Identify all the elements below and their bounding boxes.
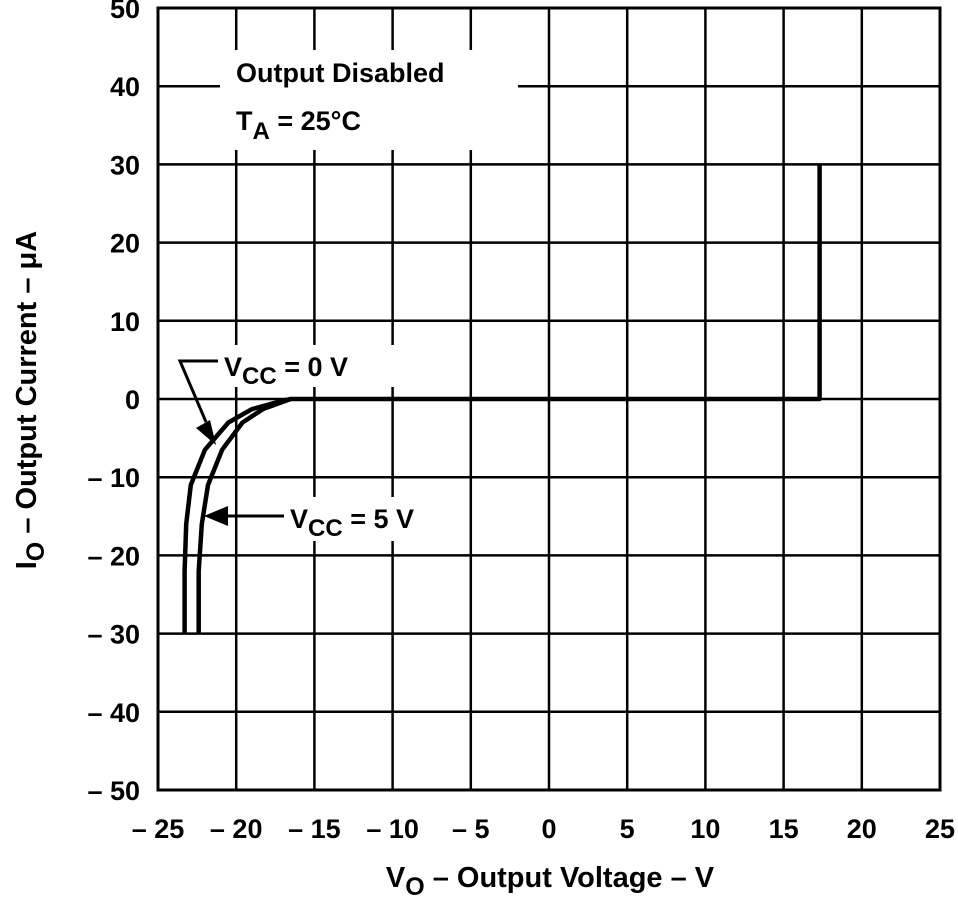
vcc5-label-background (284, 497, 456, 541)
annotation-background (220, 50, 518, 150)
series-layer (182, 164, 822, 634)
y-tick-label: 20 (110, 229, 140, 259)
series-vcc-5v (196, 396, 292, 634)
x-tick-label: 10 (690, 814, 720, 844)
y-tick-label: – 40 (87, 698, 140, 728)
annotation-temperature: TA = 25°C (236, 106, 361, 145)
annotation-output-disabled: Output Disabled (236, 58, 445, 88)
y-tick-label: – 10 (87, 463, 140, 493)
y-tick-label: 10 (110, 307, 140, 337)
x-tick-label: 5 (620, 814, 635, 844)
y-tick-label: 0 (125, 385, 140, 415)
x-tick-labels: – 25 – 20 – 15 – 10 – 5 0 5 10 15 20 25 (132, 814, 955, 844)
y-axis-title: IO – Output Current – μA (11, 231, 50, 570)
y-tick-label: 30 (110, 150, 140, 180)
x-axis-title: VO – Output Voltage – V (386, 862, 715, 897)
x-tick-label: – 20 (210, 814, 263, 844)
x-tick-label: – 5 (452, 814, 490, 844)
x-tick-label: 0 (541, 814, 556, 844)
x-tick-label: 20 (847, 814, 877, 844)
series-vcc-0v (182, 164, 822, 634)
y-tick-label: 50 (110, 0, 140, 24)
vcc0-label-background (218, 345, 394, 387)
y-tick-label: – 20 (87, 541, 140, 571)
x-tick-label: – 15 (288, 814, 341, 844)
y-tick-label: – 30 (87, 620, 140, 650)
vcc0-leader-line (177, 359, 218, 423)
y-tick-label: 40 (110, 72, 140, 102)
vcc5-label: VCC = 5 V (290, 504, 414, 542)
vcc0-arrowhead (196, 420, 216, 445)
y-tick-label: – 50 (87, 776, 140, 806)
y-tick-labels: – 50 – 40 – 30 – 20 – 10 0 10 20 30 40 50 (87, 0, 140, 806)
grid (156, 6, 942, 792)
vcc5-arrowhead (204, 506, 228, 526)
x-tick-label: 15 (769, 814, 799, 844)
x-tick-label: 25 (925, 814, 955, 844)
x-tick-label: – 25 (132, 814, 185, 844)
x-tick-label: – 10 (366, 814, 419, 844)
plot-frame (156, 6, 942, 792)
vcc0-label: VCC = 0 V (224, 352, 348, 390)
